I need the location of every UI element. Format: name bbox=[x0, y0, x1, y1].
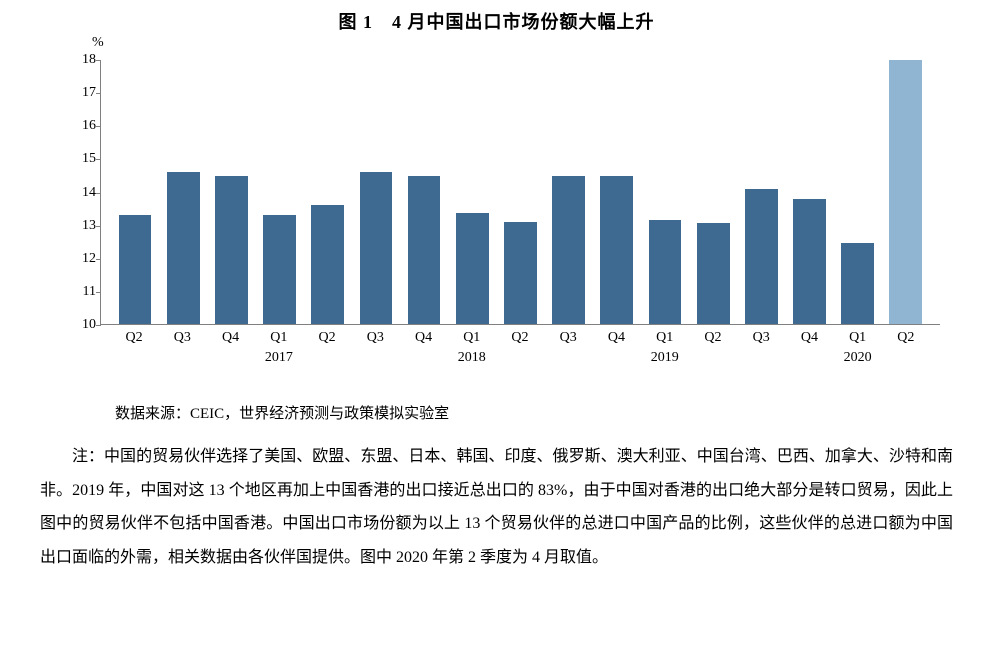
x-tick-label: Q4 bbox=[592, 330, 640, 346]
x-axis-quarter-labels: Q2Q3Q4Q1Q2Q3Q4Q1Q2Q3Q4Q1Q2Q3Q4Q1Q2 bbox=[100, 330, 940, 346]
chart-area: % 101112131415161718 Q2Q3Q4Q1Q2Q3Q4Q1Q2Q… bbox=[100, 45, 940, 385]
x-tick-label: Q4 bbox=[399, 330, 447, 346]
x-tick-label: Q2 bbox=[689, 330, 737, 346]
x-tick-label: Q3 bbox=[158, 330, 206, 346]
x-year-label: 2019 bbox=[651, 350, 679, 366]
bar-slot bbox=[545, 60, 593, 324]
bar-slot bbox=[207, 60, 255, 324]
data-source-note: 数据来源：CEIC，世界经济预测与政策模拟实验室 bbox=[115, 402, 449, 423]
bar bbox=[311, 205, 344, 324]
bar bbox=[215, 176, 248, 325]
y-tick bbox=[96, 325, 101, 326]
y-tick-label: 17 bbox=[70, 85, 96, 101]
bar-slot bbox=[304, 60, 352, 324]
y-tick bbox=[96, 159, 101, 160]
y-tick bbox=[96, 193, 101, 194]
x-tick-label: Q1 bbox=[641, 330, 689, 346]
y-tick bbox=[96, 60, 101, 61]
bar bbox=[408, 176, 441, 325]
bar-slot bbox=[689, 60, 737, 324]
bar bbox=[167, 172, 200, 324]
y-tick bbox=[96, 292, 101, 293]
bar bbox=[552, 176, 585, 325]
y-tick bbox=[96, 226, 101, 227]
y-tick-label: 18 bbox=[70, 52, 96, 68]
bar bbox=[793, 199, 826, 324]
bar-slot bbox=[111, 60, 159, 324]
bar-slot bbox=[834, 60, 882, 324]
bar bbox=[119, 215, 152, 324]
x-tick-label: Q1 bbox=[255, 330, 303, 346]
bar bbox=[649, 220, 682, 324]
bar bbox=[504, 222, 537, 324]
bars-container bbox=[101, 60, 940, 324]
y-tick-label: 10 bbox=[70, 317, 96, 333]
y-tick-label: 13 bbox=[70, 218, 96, 234]
bar bbox=[889, 60, 922, 324]
x-tick-label: Q4 bbox=[206, 330, 254, 346]
y-tick bbox=[96, 126, 101, 127]
x-tick-label: Q4 bbox=[785, 330, 833, 346]
bar bbox=[263, 215, 296, 324]
footnote-text: 注：中国的贸易伙伴选择了美国、欧盟、东盟、日本、韩国、印度、俄罗斯、澳大利亚、中… bbox=[40, 440, 953, 574]
y-tick bbox=[96, 259, 101, 260]
bar-slot bbox=[496, 60, 544, 324]
y-tick-label: 11 bbox=[70, 284, 96, 300]
plot-region bbox=[100, 60, 940, 325]
bar bbox=[360, 172, 393, 324]
bar bbox=[697, 223, 730, 324]
footnote: 注：中国的贸易伙伴选择了美国、欧盟、东盟、日本、韩国、印度、俄罗斯、澳大利亚、中… bbox=[40, 440, 953, 574]
y-tick-label: 16 bbox=[70, 118, 96, 134]
x-tick-label: Q2 bbox=[496, 330, 544, 346]
bar bbox=[745, 189, 778, 324]
bar-slot bbox=[256, 60, 304, 324]
y-tick-label: 14 bbox=[70, 185, 96, 201]
bar-slot bbox=[641, 60, 689, 324]
x-tick-label: Q2 bbox=[882, 330, 930, 346]
bar bbox=[841, 243, 874, 324]
y-axis-labels: 101112131415161718 bbox=[70, 60, 96, 325]
bar-slot bbox=[352, 60, 400, 324]
x-tick-label: Q2 bbox=[303, 330, 351, 346]
bar-slot bbox=[785, 60, 833, 324]
y-tick bbox=[96, 93, 101, 94]
bar bbox=[600, 176, 633, 325]
bar-slot bbox=[159, 60, 207, 324]
bar-slot bbox=[737, 60, 785, 324]
bar-slot bbox=[400, 60, 448, 324]
x-tick-label: Q3 bbox=[737, 330, 785, 346]
bar-slot bbox=[448, 60, 496, 324]
bar-slot bbox=[882, 60, 930, 324]
y-axis-unit: % bbox=[92, 35, 104, 51]
x-tick-label: Q3 bbox=[351, 330, 399, 346]
x-tick-label: Q2 bbox=[110, 330, 158, 346]
chart-title: 图 1 4 月中国出口市场份额大幅上升 bbox=[0, 0, 993, 34]
y-tick-label: 12 bbox=[70, 251, 96, 267]
x-tick-label: Q1 bbox=[448, 330, 496, 346]
y-tick-label: 15 bbox=[70, 151, 96, 167]
x-tick-label: Q3 bbox=[544, 330, 592, 346]
x-year-label: 2017 bbox=[265, 350, 293, 366]
x-year-label: 2018 bbox=[458, 350, 486, 366]
x-year-label: 2020 bbox=[844, 350, 872, 366]
bar bbox=[456, 213, 489, 324]
bar-slot bbox=[593, 60, 641, 324]
x-tick-label: Q1 bbox=[834, 330, 882, 346]
